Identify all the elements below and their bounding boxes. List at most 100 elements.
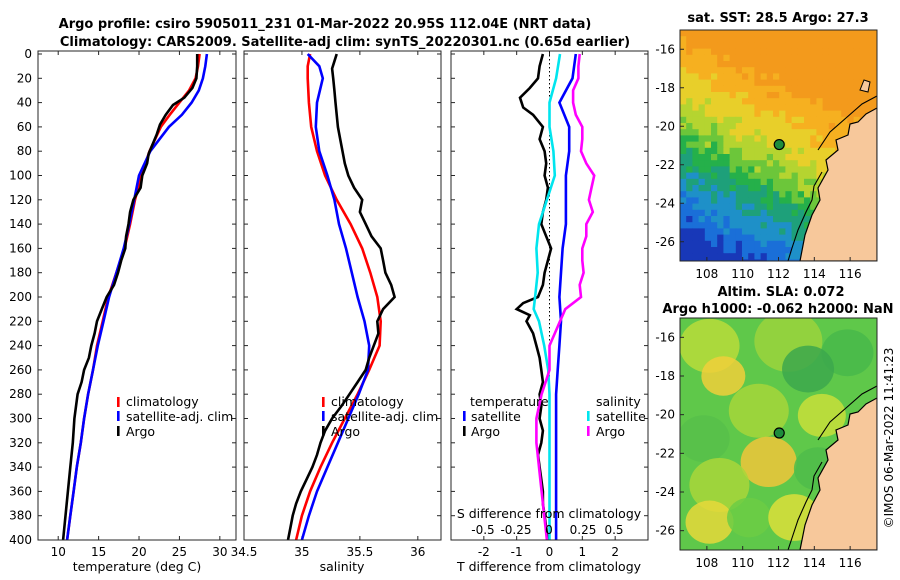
sst-cell [766,222,774,229]
sst-cell [692,129,699,136]
sst-cell [748,123,755,130]
sst-cell [729,85,737,93]
sst-cell [797,30,805,37]
sst-cell [735,85,743,93]
sst-cell [866,67,873,74]
sst-cell [841,30,848,37]
sst-cell [735,240,743,248]
sst-cell [723,240,730,248]
sst-cell [841,67,848,74]
sst-cell [742,247,749,254]
sst-cell [698,259,706,261]
sst-cell [680,240,687,248]
sst-cell [785,85,792,93]
sst-cell [711,48,718,56]
sst-cell [723,129,730,136]
sst-cell [742,259,749,261]
salinity-climatology-line [294,53,383,540]
depth-tick-label: 340 [9,460,32,474]
sst-cell [773,135,780,142]
sst-cell [692,147,699,155]
sst-cell [748,48,755,56]
sst-cell [717,166,724,173]
sst-cell [791,247,799,254]
sst-cell [686,216,693,223]
sst-cell [686,42,693,49]
sst-cell [717,191,724,198]
sst-cell [766,98,774,105]
sst-cell [698,67,706,74]
sst-cell [797,216,805,223]
legend-label-climatology: climatology [126,394,199,409]
sst-cell [711,79,718,87]
sst-cell [717,141,724,149]
sst-cell [804,141,811,149]
sst-cell [742,85,749,93]
sst-cell [760,85,768,93]
sst-cell [779,135,786,142]
sst-cell [742,240,749,248]
sst-cell [711,160,718,167]
sst-cell [859,92,867,99]
sst-cell [760,191,768,198]
temperature-argo-line [61,54,199,540]
sst-cell [853,92,861,99]
legend-swatch-temp-satellite [463,411,466,421]
sst-cell [816,85,823,93]
sst-cell [692,247,699,254]
sst-cell [729,42,737,49]
sst-cell [760,234,768,242]
sst-cell [698,147,706,155]
map-y-tick-label: -24 [655,196,675,210]
sst-cell [804,30,811,37]
sst-cell [835,61,842,68]
sst-cell [680,160,687,167]
sst-cell [754,154,761,161]
sst-cell [804,178,811,186]
map-x-tick-label: 110 [731,556,754,570]
sst-cell [766,197,774,204]
sst-cell [680,185,687,192]
x-tick-label: 10 [51,545,66,559]
sst-cell [773,79,780,87]
sst-cell [711,197,718,204]
sst-cell [822,166,830,173]
sst-cell [704,42,712,49]
sst-cell [760,178,768,186]
sst-cell [717,123,724,130]
legend-swatch-temp-argo [463,426,466,436]
sst-cell [841,36,848,43]
sst-cell [698,123,706,130]
legend-title-salinity: salinity [596,394,641,409]
sst-cell [828,79,836,87]
sst-cell [686,110,693,118]
sst-cell [742,42,749,49]
depth-tick-label: 300 [9,412,32,426]
sst-cell [698,54,706,62]
sst-cell [816,61,823,68]
legend-label-satellite: satellite-adj. clim [126,409,233,424]
sst-cell [822,129,830,136]
sst-cell [686,36,693,43]
legend-label-temp-satellite: satellite [471,409,521,424]
sst-cell [773,228,780,235]
sst-cell [698,216,706,223]
sst-cell [698,135,706,142]
sst-cell [766,259,774,261]
sst-cell [866,30,873,37]
sst-cell [785,147,792,155]
sst-cell [680,92,687,99]
sst-cell [711,209,718,217]
sst-cell [692,135,699,142]
sst-cell [766,42,774,49]
sst-cell [686,222,693,229]
sst-cell [686,141,693,149]
sst-cell [698,203,706,211]
map-x-tick-label: 112 [767,556,790,570]
sst-cell [797,123,805,130]
sst-cell [779,73,786,80]
sst-cell [686,30,693,37]
sst-cell [686,178,693,186]
sst-cell [766,178,774,186]
difference-y-ticks [451,53,648,541]
